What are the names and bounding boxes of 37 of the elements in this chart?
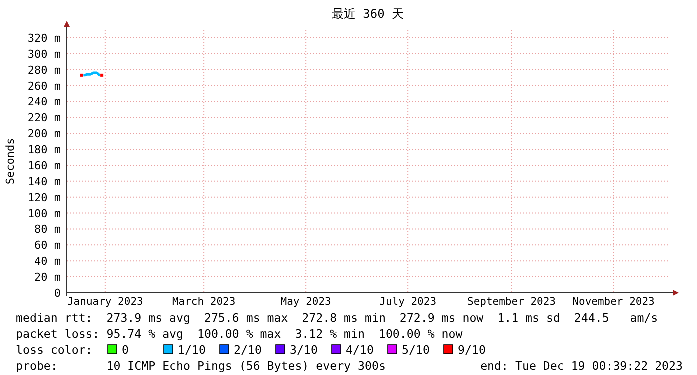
y-tick-label: 220 m — [28, 112, 62, 125]
text: median rtt: 273.9 ms avg 275.6 ms max 272.8 ms min 272.9 ms now 1.1 ms sd 244.5 am/s — [16, 311, 658, 325]
legend-label: 4/10 — [346, 343, 374, 357]
chart-title: 最近 360 天 — [332, 7, 404, 21]
y-tick-label: 120 m — [28, 191, 62, 204]
y-tick-label: 320 m — [28, 32, 62, 45]
legend-label: 5/10 — [402, 343, 430, 357]
y-tick-label: 180 m — [28, 144, 62, 157]
legend-label: 0 — [122, 343, 129, 357]
x-tick-label: May 2023 — [280, 296, 332, 308]
y-tick-label: 240 m — [28, 96, 62, 109]
y-tick-label: 260 m — [28, 80, 62, 93]
legend-label: 3/10 — [290, 343, 318, 357]
y-tick-label: 100 m — [28, 207, 62, 220]
x-tick-label: September 2023 — [468, 296, 556, 308]
y-tick-label: 280 m — [28, 64, 62, 77]
text: packet loss: 95.74 % avg 100.00 % max 3.12 % min 100.00 % now — [16, 327, 463, 341]
x-tick-label: January 2023 — [67, 296, 144, 308]
text: probe: 10 ICMP Echo Pings (56 Bytes) every 300s — [16, 359, 386, 373]
text: end: Tue Dec 19 00:39:22 2023 — [480, 359, 684, 373]
x-tick-label: March 2023 — [172, 296, 236, 308]
y-tick-label: 80 m — [34, 223, 62, 236]
legend-label: 9/10 — [458, 343, 486, 357]
y-axis-title: Seconds — [4, 138, 17, 185]
y-tick-label: 300 m — [28, 48, 62, 61]
y-tick-label: 60 m — [34, 239, 62, 252]
y-tick-label: 40 m — [34, 255, 62, 268]
y-tick-label: 160 m — [28, 159, 62, 172]
y-tick-label: 20 m — [34, 271, 62, 284]
legend-label: 2/10 — [234, 343, 262, 357]
legend-label: 1/10 — [178, 343, 206, 357]
y-tick-label: 200 m — [28, 128, 62, 141]
x-tick-label: November 2023 — [572, 296, 655, 308]
y-tick-label: 140 m — [28, 175, 62, 188]
x-tick-label: July 2023 — [380, 296, 437, 308]
legend-title: loss color: — [16, 343, 93, 357]
y-tick-label: 0 — [54, 287, 61, 300]
